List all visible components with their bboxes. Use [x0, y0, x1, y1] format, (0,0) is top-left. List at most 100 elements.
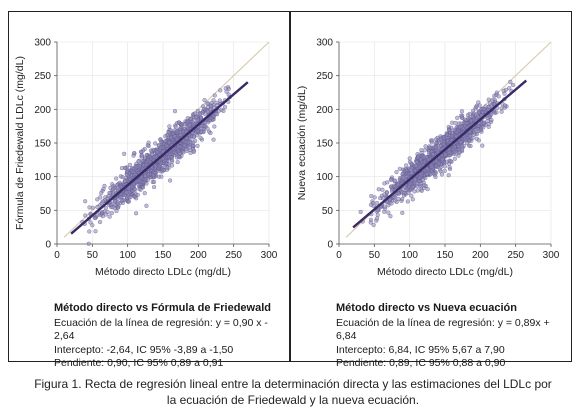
data-point [452, 156, 457, 161]
data-point [199, 116, 204, 121]
data-point [404, 163, 409, 168]
y-tick-label: 200 [316, 105, 333, 116]
x-axis-label: Método directo LDLc (mg/dL) [95, 266, 231, 278]
data-point [392, 195, 397, 200]
summary-slope: Pendiente: 0,90, IC 95% 0,89 a 0,91 [54, 357, 224, 369]
scatter-plot-nueva-ecuacion: 0 50 100 150 200 250 300 0 50 100 150 200 250 300 Méto… [296, 38, 560, 279]
data-point [184, 136, 189, 141]
data-point [176, 154, 181, 159]
data-point [419, 188, 424, 193]
data-point [407, 159, 413, 165]
data-point [87, 205, 92, 210]
y-tick-label: 300 [34, 38, 51, 49]
x-tick-label: 0 [54, 250, 60, 261]
data-point [119, 166, 125, 171]
data-point [428, 145, 433, 150]
data-point [159, 174, 164, 179]
data-point [446, 173, 451, 178]
summary-equation: Ecuación de la línea de regresión: y = 0… [336, 316, 550, 343]
data-point [452, 127, 457, 132]
data-point [409, 166, 414, 171]
data-point [409, 170, 414, 175]
data-point [217, 98, 222, 103]
data-point [209, 101, 214, 106]
data-point [458, 113, 464, 118]
data-point [417, 179, 422, 184]
data-point [471, 108, 476, 113]
data-point [391, 183, 396, 188]
data-point [405, 199, 410, 204]
data-point [209, 116, 214, 121]
data-point [138, 149, 144, 154]
data-point [394, 199, 399, 204]
data-point [394, 170, 399, 175]
data-point [188, 136, 193, 141]
data-point [486, 122, 491, 127]
data-point [499, 109, 504, 114]
data-point [464, 140, 470, 146]
data-point [169, 155, 174, 160]
data-point [167, 178, 173, 183]
data-point [410, 197, 415, 202]
x-tick-label: 100 [401, 250, 418, 261]
data-point [462, 136, 467, 141]
data-point [153, 164, 158, 169]
data-point [151, 173, 156, 178]
data-point [388, 214, 393, 219]
data-point [453, 120, 458, 126]
data-point [407, 156, 412, 161]
data-point [425, 187, 430, 192]
data-point [202, 98, 207, 103]
data-point [132, 194, 137, 199]
data-point [442, 168, 447, 173]
data-point [507, 86, 512, 91]
data-point [422, 183, 427, 188]
data-point [163, 139, 168, 144]
summary-intercept: Intercepto: -2,64, IC 95% -3,89 a -1,50 [54, 343, 234, 356]
data-point [161, 168, 167, 173]
chart-panel-friedewald: 0 50 100 150 200 250 300 0 50 100 150 200 250 300 Méto… [8, 11, 290, 369]
data-point [385, 190, 390, 195]
data-point [418, 172, 423, 177]
x-tick-label: 300 [261, 250, 278, 261]
data-point [163, 134, 168, 139]
data-point [372, 195, 377, 200]
data-point [429, 138, 435, 143]
data-point [191, 121, 196, 126]
data-point [83, 199, 88, 204]
data-point [443, 152, 448, 157]
data-point [382, 204, 387, 209]
data-point [126, 186, 131, 191]
data-point [503, 87, 508, 92]
data-point [388, 177, 394, 183]
data-point [134, 211, 139, 216]
data-point [375, 213, 380, 218]
data-point [135, 164, 140, 170]
data-point [440, 157, 445, 162]
data-point [212, 124, 217, 129]
x-axis-label: Método directo LDLc (mg/dL) [377, 266, 513, 278]
data-point [218, 88, 223, 93]
figure-caption-line-2: la ecuación de Friedewald y la nueva ecu… [166, 393, 420, 407]
data-point [167, 140, 172, 145]
data-point [83, 213, 88, 218]
summary-slope: Pendiente: 0,89, IC 95% 0,88 a 0,90 [336, 357, 506, 369]
data-point [400, 174, 405, 180]
data-point [166, 130, 172, 135]
data-point [185, 125, 191, 130]
data-point [200, 110, 205, 115]
x-tick-label: 250 [507, 250, 524, 261]
data-point [114, 176, 119, 181]
data-point [142, 191, 147, 196]
data-point [187, 145, 192, 150]
data-point [167, 124, 172, 129]
data-point [400, 197, 405, 202]
data-point [414, 184, 420, 189]
data-point [175, 160, 180, 165]
data-point [103, 206, 108, 211]
data-point [129, 165, 135, 171]
data-point [140, 185, 146, 190]
x-tick-label: 100 [119, 250, 136, 261]
data-point [177, 120, 182, 125]
scatter-points [80, 85, 232, 246]
